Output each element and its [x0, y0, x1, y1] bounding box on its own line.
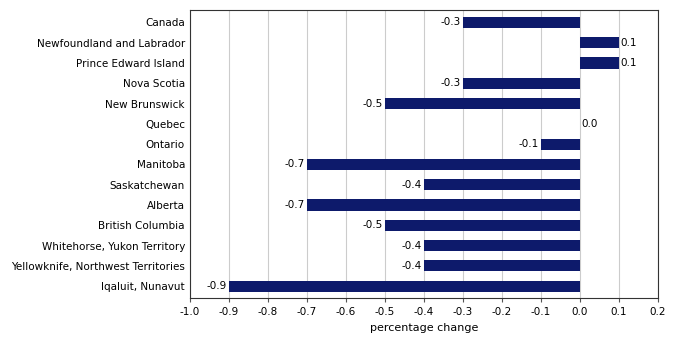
Bar: [229, 281, 580, 292]
Text: -0.5: -0.5: [363, 99, 383, 108]
Bar: [463, 17, 580, 28]
Bar: [424, 240, 580, 251]
Text: -0.9: -0.9: [207, 281, 227, 291]
Text: -0.4: -0.4: [401, 241, 422, 251]
Text: -0.7: -0.7: [285, 159, 305, 170]
Text: -0.7: -0.7: [285, 200, 305, 210]
Bar: [307, 159, 580, 170]
X-axis label: percentage change: percentage change: [370, 323, 478, 333]
Text: -0.3: -0.3: [441, 17, 461, 27]
Text: 0.1: 0.1: [620, 38, 637, 48]
Text: -0.3: -0.3: [441, 78, 461, 88]
Bar: [580, 37, 619, 48]
Text: -0.1: -0.1: [519, 139, 539, 149]
Text: 0.1: 0.1: [620, 58, 637, 68]
Text: -0.4: -0.4: [401, 261, 422, 271]
Text: -0.5: -0.5: [363, 220, 383, 230]
Bar: [424, 260, 580, 272]
Bar: [307, 199, 580, 211]
Bar: [463, 78, 580, 89]
Text: 0.0: 0.0: [582, 119, 598, 129]
Bar: [580, 57, 619, 68]
Bar: [424, 179, 580, 190]
Bar: [385, 220, 580, 231]
Text: -0.4: -0.4: [401, 180, 422, 190]
Bar: [385, 98, 580, 109]
Bar: [541, 139, 580, 150]
